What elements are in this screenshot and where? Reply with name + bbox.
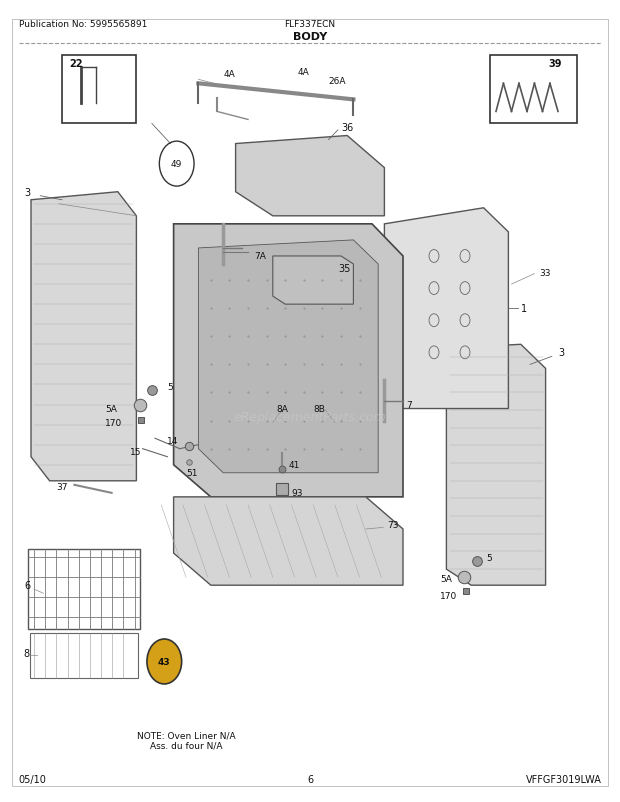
Text: Ass. du four N/A: Ass. du four N/A	[150, 741, 222, 750]
Polygon shape	[384, 209, 508, 409]
Text: 170: 170	[440, 591, 458, 601]
Text: 170: 170	[105, 419, 123, 428]
Text: 93: 93	[291, 488, 303, 498]
Text: 1: 1	[521, 304, 527, 314]
Text: 35: 35	[338, 264, 350, 273]
Polygon shape	[446, 345, 546, 585]
Text: Publication No: 5995565891: Publication No: 5995565891	[19, 20, 147, 29]
Text: 49: 49	[171, 160, 182, 169]
Text: 36: 36	[341, 124, 353, 133]
Text: 8: 8	[24, 649, 30, 658]
Text: 5A: 5A	[440, 574, 452, 584]
Text: 6: 6	[307, 775, 313, 784]
Text: 14: 14	[167, 436, 179, 446]
Text: VFFGF3019LWA: VFFGF3019LWA	[526, 775, 601, 784]
Text: 41: 41	[288, 460, 299, 470]
Text: 4A: 4A	[298, 67, 309, 77]
Text: 22: 22	[69, 59, 83, 69]
Text: 6: 6	[25, 581, 31, 590]
Text: 3: 3	[558, 348, 564, 358]
Text: 3: 3	[25, 188, 31, 197]
Text: 15: 15	[130, 447, 142, 456]
Text: 33: 33	[539, 268, 551, 277]
Polygon shape	[174, 225, 403, 497]
Circle shape	[147, 639, 182, 684]
Text: 73: 73	[388, 520, 399, 530]
Polygon shape	[174, 497, 403, 585]
Text: 39: 39	[549, 59, 562, 69]
Text: 7: 7	[406, 400, 412, 410]
Text: 4A: 4A	[223, 70, 235, 79]
Bar	[490, 56, 577, 124]
Text: 5A: 5A	[105, 404, 117, 414]
Text: FLF337ECN: FLF337ECN	[285, 20, 335, 29]
Text: 8A: 8A	[276, 404, 288, 414]
Text: NOTE: Oven Liner N/A: NOTE: Oven Liner N/A	[136, 731, 236, 739]
Bar	[28, 549, 140, 630]
Polygon shape	[31, 192, 136, 481]
Bar	[62, 56, 136, 124]
Polygon shape	[198, 241, 378, 473]
Text: 8B: 8B	[313, 404, 325, 414]
Text: 37: 37	[56, 482, 68, 492]
Text: 26A: 26A	[329, 77, 346, 87]
Text: 43: 43	[158, 657, 170, 666]
Text: 7A: 7A	[254, 252, 266, 261]
Text: 5: 5	[167, 382, 173, 391]
Text: 51: 51	[186, 468, 198, 478]
Text: BODY: BODY	[293, 32, 327, 42]
Text: 5: 5	[487, 553, 492, 562]
Polygon shape	[236, 136, 384, 217]
Text: eReplacementParts.com: eReplacementParts.com	[234, 411, 386, 423]
Text: 05/10: 05/10	[19, 775, 46, 784]
Polygon shape	[273, 257, 353, 305]
Bar	[30, 634, 138, 678]
